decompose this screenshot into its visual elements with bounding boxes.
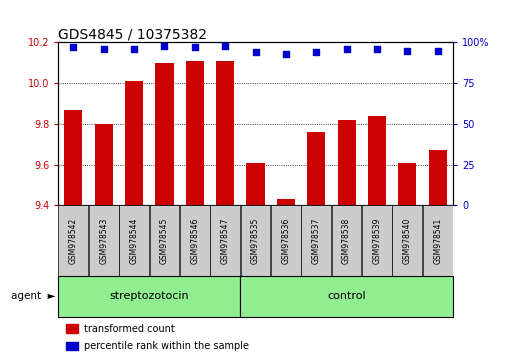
Bar [58, 276, 240, 317]
Text: GDS4845 / 10375382: GDS4845 / 10375382 [58, 27, 207, 41]
Point [160, 43, 168, 48]
Bar [185, 61, 204, 205]
Bar [276, 199, 294, 205]
Text: GSM978544: GSM978544 [129, 217, 138, 264]
Point [69, 45, 77, 50]
Bar [64, 110, 82, 205]
Text: GSM978546: GSM978546 [190, 217, 199, 264]
Point [402, 48, 411, 53]
Text: GSM978543: GSM978543 [99, 217, 108, 264]
Text: GSM978547: GSM978547 [220, 217, 229, 264]
Bar [422, 205, 451, 276]
Text: GSM978540: GSM978540 [402, 217, 411, 264]
Point [342, 46, 350, 52]
Text: control: control [327, 291, 365, 302]
Point [433, 48, 441, 53]
Bar [216, 61, 234, 205]
Bar [119, 205, 148, 276]
Text: GSM978539: GSM978539 [372, 217, 381, 264]
Text: GSM978541: GSM978541 [432, 218, 441, 264]
Bar [337, 120, 355, 205]
Bar [125, 81, 143, 205]
Point [312, 50, 320, 55]
Bar [428, 150, 446, 205]
Bar [66, 342, 78, 350]
Bar [271, 205, 300, 276]
Bar [66, 324, 78, 333]
Bar [59, 205, 88, 276]
Bar [397, 162, 416, 205]
Text: streptozotocin: streptozotocin [109, 291, 189, 302]
Point [281, 51, 289, 57]
Bar [210, 205, 239, 276]
Bar [301, 205, 330, 276]
Text: GSM978536: GSM978536 [281, 217, 290, 264]
Point [99, 46, 108, 52]
Point [221, 43, 229, 48]
Text: agent  ►: agent ► [11, 291, 56, 302]
Text: GSM978545: GSM978545 [160, 217, 169, 264]
Text: transformed count: transformed count [84, 324, 174, 333]
Bar [240, 205, 270, 276]
Text: GSM978538: GSM978538 [341, 218, 350, 264]
Text: percentile rank within the sample: percentile rank within the sample [84, 341, 248, 351]
Bar [180, 205, 209, 276]
Bar [149, 205, 179, 276]
Bar [331, 205, 361, 276]
Bar [94, 124, 113, 205]
Text: GSM978535: GSM978535 [250, 217, 260, 264]
Bar [367, 116, 385, 205]
Text: GSM978542: GSM978542 [69, 218, 78, 264]
Bar [392, 205, 421, 276]
Bar [362, 205, 391, 276]
Text: GSM978537: GSM978537 [311, 217, 320, 264]
Bar [307, 132, 325, 205]
Bar [155, 63, 173, 205]
Point [251, 50, 259, 55]
Bar [246, 162, 264, 205]
Bar [89, 205, 118, 276]
Point [130, 46, 138, 52]
Point [190, 45, 198, 50]
Bar [240, 276, 452, 317]
Point [372, 46, 380, 52]
